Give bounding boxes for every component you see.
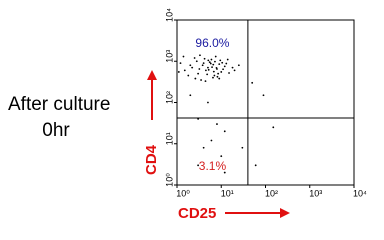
point (194, 77, 197, 80)
side-text: 0hr (42, 120, 70, 141)
chart: After culture 0hr CD4 CD25 10⁰ 10¹ 10² 10³ 1… (8, 8, 367, 222)
point (217, 72, 220, 75)
point (187, 74, 190, 77)
point (223, 65, 226, 68)
point (218, 63, 221, 66)
point (222, 68, 224, 71)
axis-arrow-head (147, 70, 157, 80)
point (208, 61, 211, 64)
point (209, 62, 212, 65)
point (218, 77, 221, 80)
point (207, 59, 210, 62)
point (206, 73, 209, 76)
point (189, 64, 192, 67)
point (205, 69, 207, 72)
point (179, 62, 182, 65)
point (241, 146, 244, 149)
point (201, 64, 204, 67)
y-tick-label: 10¹ (164, 132, 174, 145)
point (195, 60, 198, 63)
x-tick-label: 10³ (309, 188, 322, 198)
quadrant-label: 96.0% (195, 36, 229, 50)
point (226, 58, 229, 61)
point (214, 55, 217, 58)
point (212, 63, 215, 66)
point (225, 62, 228, 65)
point (220, 155, 223, 158)
point (210, 58, 213, 61)
side-text: After culture (8, 94, 110, 115)
quadrant-label: 3.1% (199, 159, 227, 173)
point (212, 70, 215, 73)
point (207, 68, 210, 71)
point (216, 123, 218, 125)
point (211, 66, 213, 69)
point (219, 59, 222, 62)
point (215, 66, 218, 69)
point (177, 71, 180, 73)
point (204, 80, 207, 83)
y-tick-label: 10⁰ (164, 173, 174, 187)
x-tick-label: 10² (265, 188, 278, 198)
point (213, 74, 216, 77)
point (207, 66, 209, 69)
x-axis-label: CD25 (178, 205, 216, 222)
x-tick-label: 10¹ (221, 188, 234, 198)
point (237, 64, 240, 67)
point (199, 54, 201, 57)
point (183, 69, 186, 72)
y-tick-label: 10⁴ (164, 8, 174, 22)
point (189, 94, 192, 97)
point (228, 72, 230, 74)
point (251, 81, 254, 84)
point (221, 61, 224, 64)
point (202, 62, 205, 65)
axis-arrow-head (280, 208, 290, 218)
point (198, 68, 201, 70)
point (272, 126, 275, 129)
point (182, 55, 185, 58)
y-tick-label: 10² (164, 91, 174, 104)
y-axis-label: CD4 (143, 144, 160, 175)
point (262, 94, 265, 97)
x-tick-label: 10⁴ (353, 188, 367, 198)
point (193, 57, 196, 59)
point (214, 60, 216, 63)
point (216, 75, 219, 78)
x-tick-label: 10⁰ (176, 188, 190, 198)
point (231, 66, 234, 69)
point (200, 79, 202, 81)
point (223, 130, 226, 133)
point (191, 66, 194, 69)
point (207, 101, 209, 104)
point (197, 164, 200, 167)
point (197, 72, 200, 75)
point (212, 76, 214, 79)
point (223, 171, 226, 174)
point (203, 57, 206, 60)
point (254, 164, 257, 167)
point (197, 118, 200, 120)
point (210, 139, 213, 142)
point (220, 71, 223, 73)
y-tick-label: 10³ (164, 50, 174, 63)
point (233, 69, 236, 72)
point (202, 146, 205, 149)
